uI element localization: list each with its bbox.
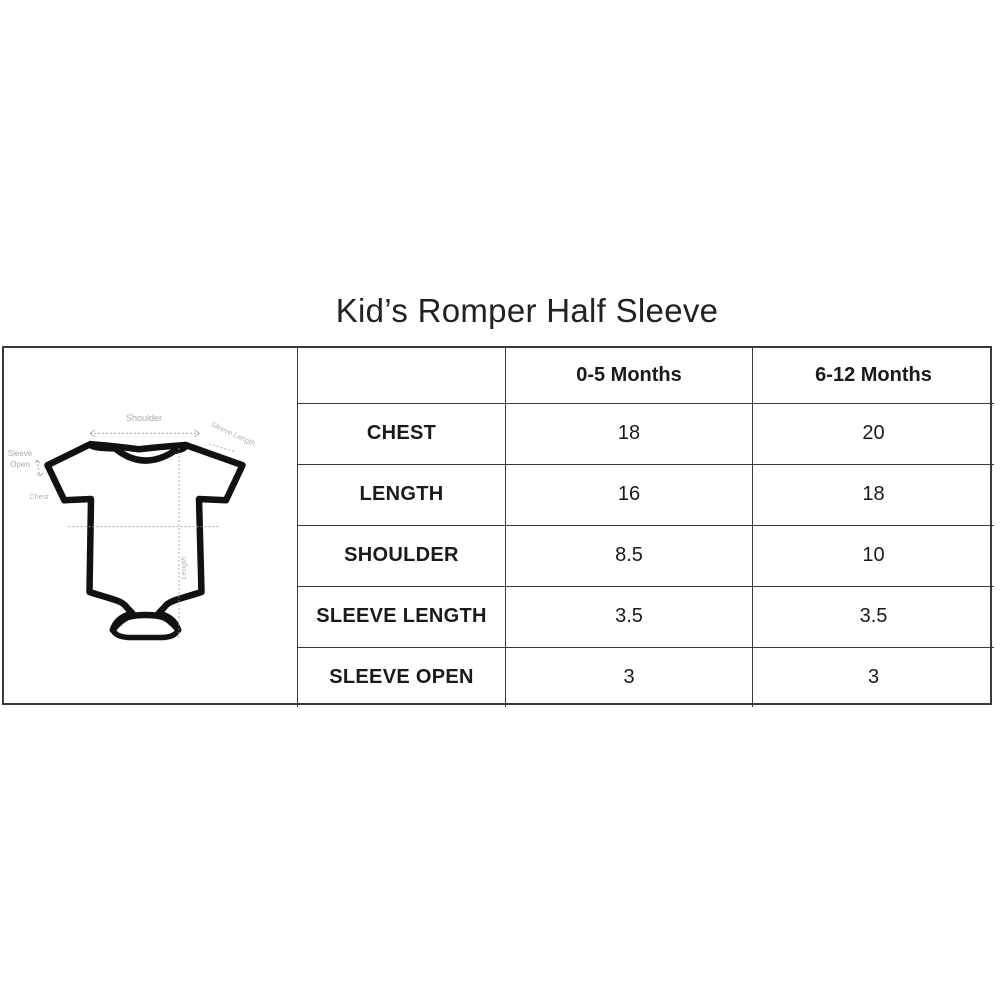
svg-text:Length: Length <box>179 557 188 580</box>
svg-text:Chest: Chest <box>29 492 50 501</box>
svg-text:Sleeve: Sleeve <box>8 449 33 458</box>
svg-text:Shoulder: Shoulder <box>126 413 162 423</box>
svg-text:Sleeve Length: Sleeve Length <box>209 420 256 448</box>
svg-text:Open: Open <box>10 460 30 469</box>
